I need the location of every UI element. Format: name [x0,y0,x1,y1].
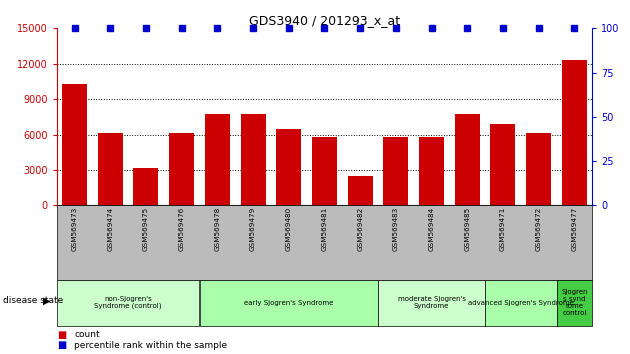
Bar [562,60,587,205]
Bar [348,176,372,205]
Bar [490,124,515,205]
Text: non-Sjogren's
Syndrome (control): non-Sjogren's Syndrome (control) [94,296,162,309]
Text: GSM569485: GSM569485 [464,207,470,251]
Text: GSM569476: GSM569476 [179,207,185,251]
Text: GSM569478: GSM569478 [214,207,220,251]
Text: ▶: ▶ [43,295,50,306]
Bar [455,114,479,205]
Text: GSM569479: GSM569479 [250,207,256,251]
Text: early Sjogren's Syndrome: early Sjogren's Syndrome [244,300,333,306]
Text: GSM569480: GSM569480 [286,207,292,251]
Bar [241,114,265,205]
Text: GSM569483: GSM569483 [393,207,399,251]
Bar [312,137,337,205]
Text: GSM569481: GSM569481 [321,207,328,251]
Bar [169,133,194,205]
Text: ■: ■ [57,340,66,350]
Bar [276,129,301,205]
Title: GDS3940 / 201293_x_at: GDS3940 / 201293_x_at [249,14,400,27]
Text: GSM569475: GSM569475 [143,207,149,251]
Bar [383,137,408,205]
Text: GSM569484: GSM569484 [428,207,435,251]
Bar [134,167,158,205]
Bar [205,114,230,205]
Text: ■: ■ [57,330,66,339]
Text: GSM569472: GSM569472 [536,207,542,251]
Bar [526,133,551,205]
Text: moderate Sjogren's
Syndrome: moderate Sjogren's Syndrome [398,296,466,309]
Text: GSM569471: GSM569471 [500,207,506,251]
Text: count: count [74,330,100,339]
Text: GSM569482: GSM569482 [357,207,363,251]
Text: GSM569474: GSM569474 [107,207,113,251]
Text: GSM569473: GSM569473 [72,207,77,251]
Text: percentile rank within the sample: percentile rank within the sample [74,341,227,350]
Text: GSM569477: GSM569477 [571,207,577,251]
Bar [419,137,444,205]
Text: Sjogren
s synd
rome
control: Sjogren s synd rome control [561,289,588,316]
Text: advanced Sjogren's Syndrome: advanced Sjogren's Syndrome [468,300,574,306]
Text: disease state: disease state [3,296,64,305]
Bar [98,133,123,205]
Bar [62,84,87,205]
